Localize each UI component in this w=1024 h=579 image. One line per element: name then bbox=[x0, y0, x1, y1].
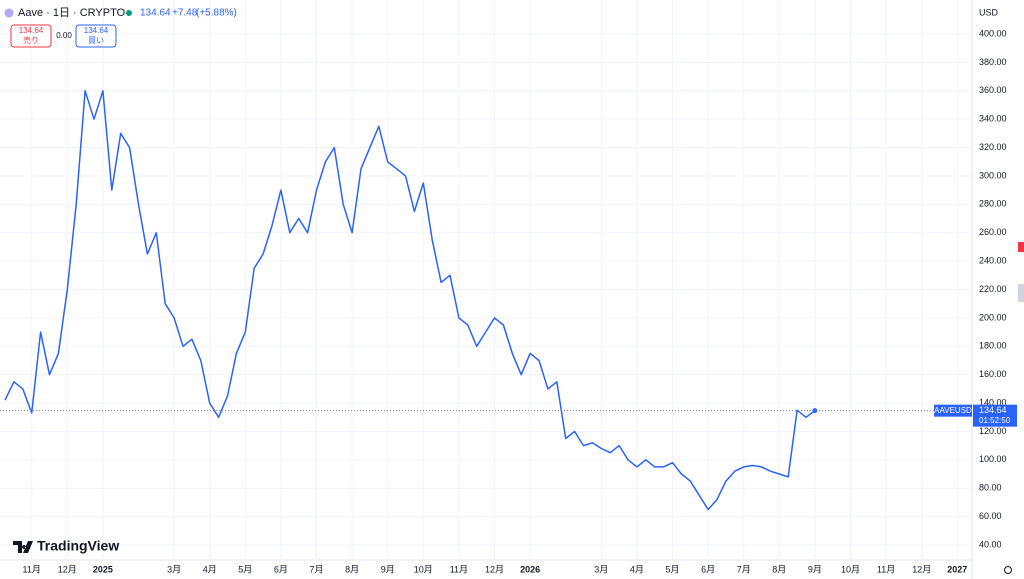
x-tick-label: 3月 bbox=[594, 564, 608, 574]
x-tick-label: 4月 bbox=[203, 564, 217, 574]
side-marker bbox=[1018, 284, 1024, 302]
x-tick-label: 10月 bbox=[414, 564, 433, 574]
y-tick-label: 240.00 bbox=[979, 255, 1007, 265]
price-tag bbox=[973, 404, 1017, 427]
x-tick-label: 2025 bbox=[93, 564, 113, 574]
y-tick-label: 320.00 bbox=[979, 142, 1007, 152]
header-price: 134.64 bbox=[140, 8, 171, 19]
brand-icon bbox=[13, 541, 33, 553]
x-tick-label: 12月 bbox=[58, 564, 77, 574]
market-status bbox=[126, 10, 132, 16]
x-tick-label: 3月 bbox=[167, 564, 181, 574]
y-tick-label: 220.00 bbox=[979, 284, 1007, 294]
buy-price[interactable]: 134.64 bbox=[84, 26, 109, 35]
chart-title: Aave · 1日 · CRYPTO bbox=[18, 7, 126, 19]
x-tick-label: 4月 bbox=[630, 564, 644, 574]
price-line bbox=[4, 90, 816, 511]
x-tick-label: 7月 bbox=[737, 564, 751, 574]
y-tick-label: 360.00 bbox=[979, 85, 1007, 95]
y-tick-label: 280.00 bbox=[979, 199, 1007, 209]
x-tick-label: 7月 bbox=[309, 564, 323, 574]
x-tick-label: 8月 bbox=[345, 564, 359, 574]
x-tick-label: 11月 bbox=[877, 564, 895, 574]
grid bbox=[0, 0, 972, 560]
y-tick-label: 40.00 bbox=[979, 539, 1002, 549]
countdown-label: 01:52:50 bbox=[979, 416, 1011, 425]
x-tick-label: 9月 bbox=[381, 564, 395, 574]
x-tick-label: 9月 bbox=[808, 564, 822, 574]
y-tick-label: 160.00 bbox=[979, 369, 1007, 379]
symbol-icon bbox=[4, 8, 14, 18]
x-tick-label: 12月 bbox=[485, 564, 504, 574]
x-tick-label: 8月 bbox=[772, 564, 786, 574]
sell-price[interactable]: 134.64 bbox=[19, 26, 44, 35]
brand-logo: TradingView bbox=[13, 538, 119, 554]
y-tick-label: 200.00 bbox=[979, 312, 1007, 322]
x-tick-label: 11月 bbox=[23, 564, 41, 574]
y-tick-label: 260.00 bbox=[979, 227, 1007, 237]
y-tick-label: 80.00 bbox=[979, 483, 1002, 493]
y-tick-label: 380.00 bbox=[979, 57, 1007, 67]
y-tick-label: 100.00 bbox=[979, 454, 1007, 464]
x-tick-label: 10月 bbox=[841, 564, 860, 574]
x-tick-label: 5月 bbox=[238, 564, 252, 574]
settings-button[interactable] bbox=[1004, 566, 1012, 574]
price-tag-label: 134.64 bbox=[979, 405, 1007, 415]
x-tick-label: 6月 bbox=[701, 564, 715, 574]
last-point bbox=[812, 408, 818, 414]
x-tick-label: 5月 bbox=[665, 564, 679, 574]
x-tick-label: 2026 bbox=[520, 564, 540, 574]
symbol-tag bbox=[934, 404, 972, 417]
buy-label[interactable]: 買い bbox=[88, 36, 104, 45]
header-change: +7.48 bbox=[172, 8, 198, 19]
spread: 0.00 bbox=[56, 31, 72, 40]
y-tick-label: 180.00 bbox=[979, 341, 1007, 351]
sell-label[interactable]: 売り bbox=[23, 35, 39, 45]
plot bbox=[0, 90, 972, 511]
y-tick-label: 300.00 bbox=[979, 170, 1007, 180]
brand-name: TradingView bbox=[37, 538, 119, 554]
y-tick-label: 400.00 bbox=[979, 28, 1007, 38]
y-tick-label: 340.00 bbox=[979, 114, 1007, 124]
x-tick-label: 2027 bbox=[947, 564, 967, 574]
y-tick-label: 60.00 bbox=[979, 511, 1002, 521]
y-tick-label: 120.00 bbox=[979, 426, 1007, 436]
header-change-pct: (+5.88%) bbox=[196, 8, 237, 19]
y-tick-label: 140.00 bbox=[979, 397, 1007, 407]
side-marker bbox=[1018, 242, 1024, 252]
sell-button[interactable] bbox=[10, 24, 52, 48]
x-tick-label: 11月 bbox=[450, 564, 468, 574]
x-tick-label: 12月 bbox=[912, 564, 931, 574]
x-tick-label: 6月 bbox=[274, 564, 288, 574]
currency-button[interactable]: USD bbox=[979, 7, 999, 17]
symbol-tag-label: AAVEUSD bbox=[934, 406, 972, 415]
buy-button[interactable] bbox=[75, 24, 117, 48]
